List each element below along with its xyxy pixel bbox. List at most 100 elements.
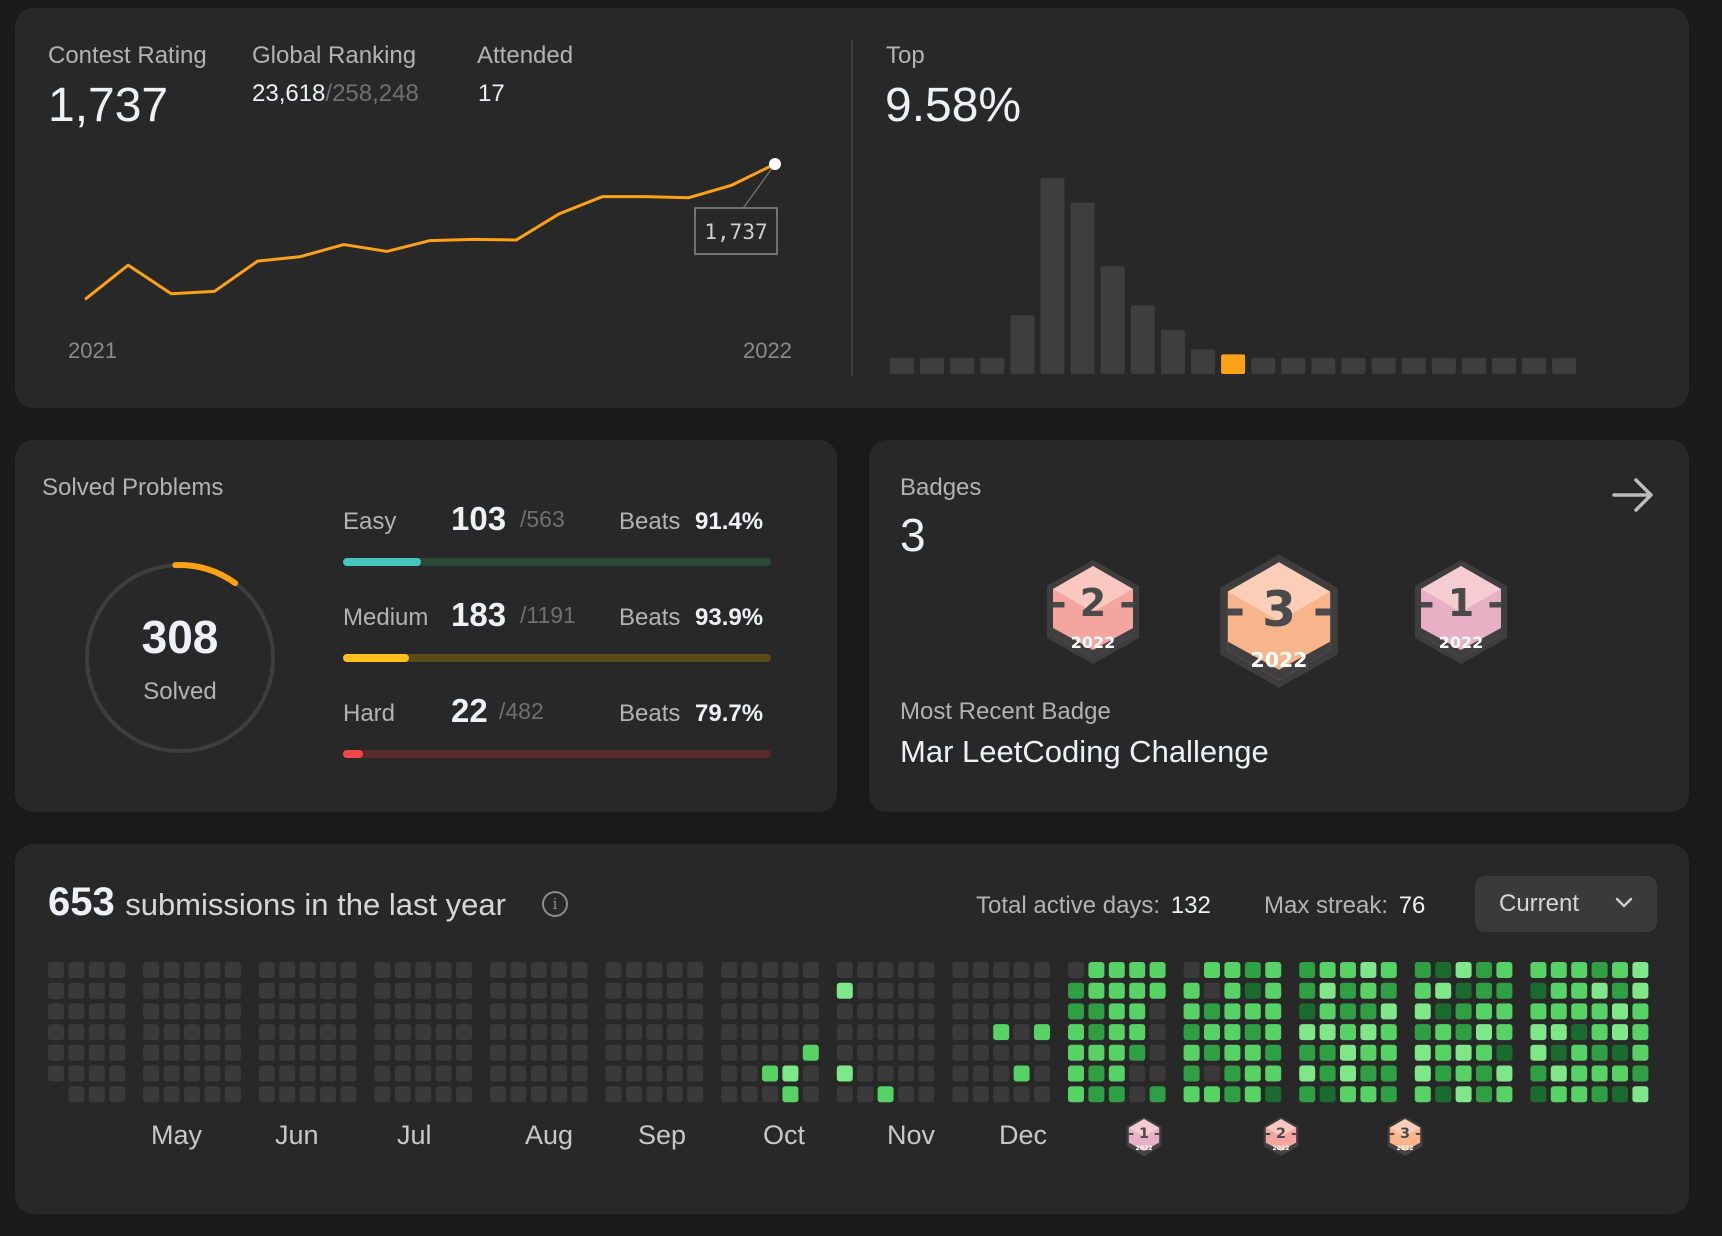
heatmap-cell[interactable] [1550, 1065, 1567, 1082]
heatmap-cell[interactable] [571, 1065, 588, 1082]
heatmap-cell[interactable] [972, 1086, 989, 1103]
heatmap-cell[interactable] [204, 1003, 221, 1020]
heatmap-cell[interactable] [605, 982, 622, 999]
heatmap-cell[interactable] [88, 1044, 105, 1061]
heatmap-cell[interactable] [571, 1086, 588, 1103]
heatmap-cell[interactable] [857, 982, 874, 999]
distribution-bar[interactable] [1371, 358, 1396, 374]
heatmap-cell[interactable] [224, 982, 241, 999]
heatmap-cell[interactable] [993, 982, 1010, 999]
heatmap-cell[interactable] [1591, 1044, 1608, 1061]
heatmap-cell[interactable] [184, 1044, 200, 1061]
heatmap-cell[interactable] [1360, 1086, 1377, 1103]
heatmap-cell[interactable] [762, 1044, 778, 1061]
heatmap-cell[interactable] [1414, 1044, 1431, 1061]
heatmap-cell[interactable] [1476, 982, 1492, 999]
heatmap-cell[interactable] [551, 1086, 568, 1103]
heatmap-cell[interactable] [1612, 962, 1628, 978]
heatmap-cell[interactable] [490, 982, 506, 999]
heatmap-cell[interactable] [666, 1003, 683, 1020]
heatmap-cell[interactable] [605, 1044, 622, 1061]
heatmap-cell[interactable] [1632, 1024, 1649, 1041]
heatmap-cell[interactable] [258, 1003, 275, 1020]
heatmap-cell[interactable] [877, 962, 894, 978]
heatmap-cell[interactable] [490, 962, 506, 978]
heatmap-cell[interactable] [836, 1024, 853, 1041]
heatmap-cell[interactable] [1265, 962, 1282, 978]
heatmap-cell[interactable] [1455, 1086, 1472, 1103]
heatmap-cell[interactable] [1435, 1024, 1452, 1041]
heatmap-cell[interactable] [374, 962, 391, 978]
heatmap-cell[interactable] [952, 1024, 969, 1041]
heatmap-cell[interactable] [299, 1044, 316, 1061]
heatmap-cell[interactable] [857, 1044, 874, 1061]
heatmap-cell[interactable] [1129, 982, 1146, 999]
heatmap-cell[interactable] [1340, 982, 1356, 999]
heatmap-cell[interactable] [1244, 1003, 1261, 1020]
heatmap-cell[interactable] [88, 1024, 105, 1041]
heatmap-cell[interactable] [1224, 1024, 1241, 1041]
heatmap-cell[interactable] [163, 1065, 180, 1082]
heatmap-cell[interactable] [530, 982, 547, 999]
heatmap-cell[interactable] [626, 962, 642, 978]
heatmap-cell[interactable] [1108, 1024, 1125, 1041]
heatmap-cell[interactable] [456, 962, 472, 978]
heatmap-cell[interactable] [143, 1044, 160, 1061]
heatmap-cell[interactable] [1319, 982, 1336, 999]
heatmap-cell[interactable] [163, 1044, 180, 1061]
heatmap-cell[interactable] [415, 1086, 432, 1103]
heatmap-cell[interactable] [48, 1044, 64, 1061]
heatmap-cell[interactable] [802, 962, 819, 978]
heatmap-cell[interactable] [1108, 1086, 1125, 1103]
heatmap-cell[interactable] [952, 982, 969, 999]
distribution-bar[interactable] [1191, 349, 1215, 375]
heatmap-cell[interactable] [1380, 962, 1397, 978]
heatmap-cell[interactable] [299, 1086, 316, 1103]
heatmap-cell[interactable] [48, 982, 64, 999]
heatmap-cell[interactable] [1204, 982, 1220, 999]
heatmap-cell[interactable] [1380, 1044, 1397, 1061]
heatmap-cell[interactable] [1224, 1003, 1241, 1020]
heatmap-cell[interactable] [1034, 982, 1050, 999]
heatmap-cell[interactable] [1414, 962, 1431, 978]
heatmap-cell[interactable] [1204, 1086, 1220, 1103]
heatmap-cell[interactable] [1591, 1065, 1608, 1082]
heatmap-cell[interactable] [1571, 982, 1588, 999]
heatmap-cell[interactable] [646, 982, 663, 999]
heatmap-cell[interactable] [143, 962, 160, 978]
heatmap-cell[interactable] [1319, 1044, 1336, 1061]
heatmap-cell[interactable] [1068, 962, 1084, 978]
heatmap-cell[interactable] [1108, 1065, 1125, 1082]
heatmap-cell[interactable] [626, 982, 642, 999]
heatmap-cell[interactable] [1496, 1044, 1513, 1061]
heatmap-cell[interactable] [48, 962, 64, 978]
heatmap-cell[interactable] [626, 1044, 642, 1061]
heatmap-cell[interactable] [1265, 1044, 1282, 1061]
heatmap-cell[interactable] [1149, 982, 1166, 999]
heatmap-cell[interactable] [340, 1086, 357, 1103]
heatmap-cell[interactable] [721, 1086, 738, 1103]
heatmap-cell[interactable] [88, 982, 105, 999]
heatmap-cell[interactable] [1013, 1003, 1030, 1020]
most-recent-badge-name[interactable]: Mar LeetCoding Challenge [900, 734, 1269, 769]
heatmap-cell[interactable] [1591, 982, 1608, 999]
distribution-bar[interactable] [920, 358, 945, 374]
heatmap-cell[interactable] [320, 1024, 336, 1041]
solved-progress-ring[interactable] [80, 558, 280, 758]
heatmap-cell[interactable] [877, 982, 894, 999]
heatmap-cell[interactable] [68, 962, 85, 978]
heatmap-cell[interactable] [224, 1086, 241, 1103]
heatmap-cell[interactable] [1550, 1044, 1567, 1061]
heatmap-cell[interactable] [143, 1024, 160, 1041]
heatmap-cell[interactable] [1183, 1024, 1200, 1041]
heatmap-cell[interactable] [741, 1086, 758, 1103]
heatmap-cell[interactable] [68, 982, 85, 999]
heatmap-cell[interactable] [1496, 982, 1513, 999]
heatmap-cell[interactable] [1476, 1024, 1492, 1041]
badge-icon[interactable]: - 2 - 2022 [1262, 1116, 1300, 1157]
heatmap-cell[interactable] [1455, 1065, 1472, 1082]
heatmap-cell[interactable] [1013, 962, 1030, 978]
heatmap-cell[interactable] [1340, 1024, 1356, 1041]
heatmap-cell[interactable] [1299, 1086, 1316, 1103]
heatmap-cell[interactable] [415, 1044, 432, 1061]
